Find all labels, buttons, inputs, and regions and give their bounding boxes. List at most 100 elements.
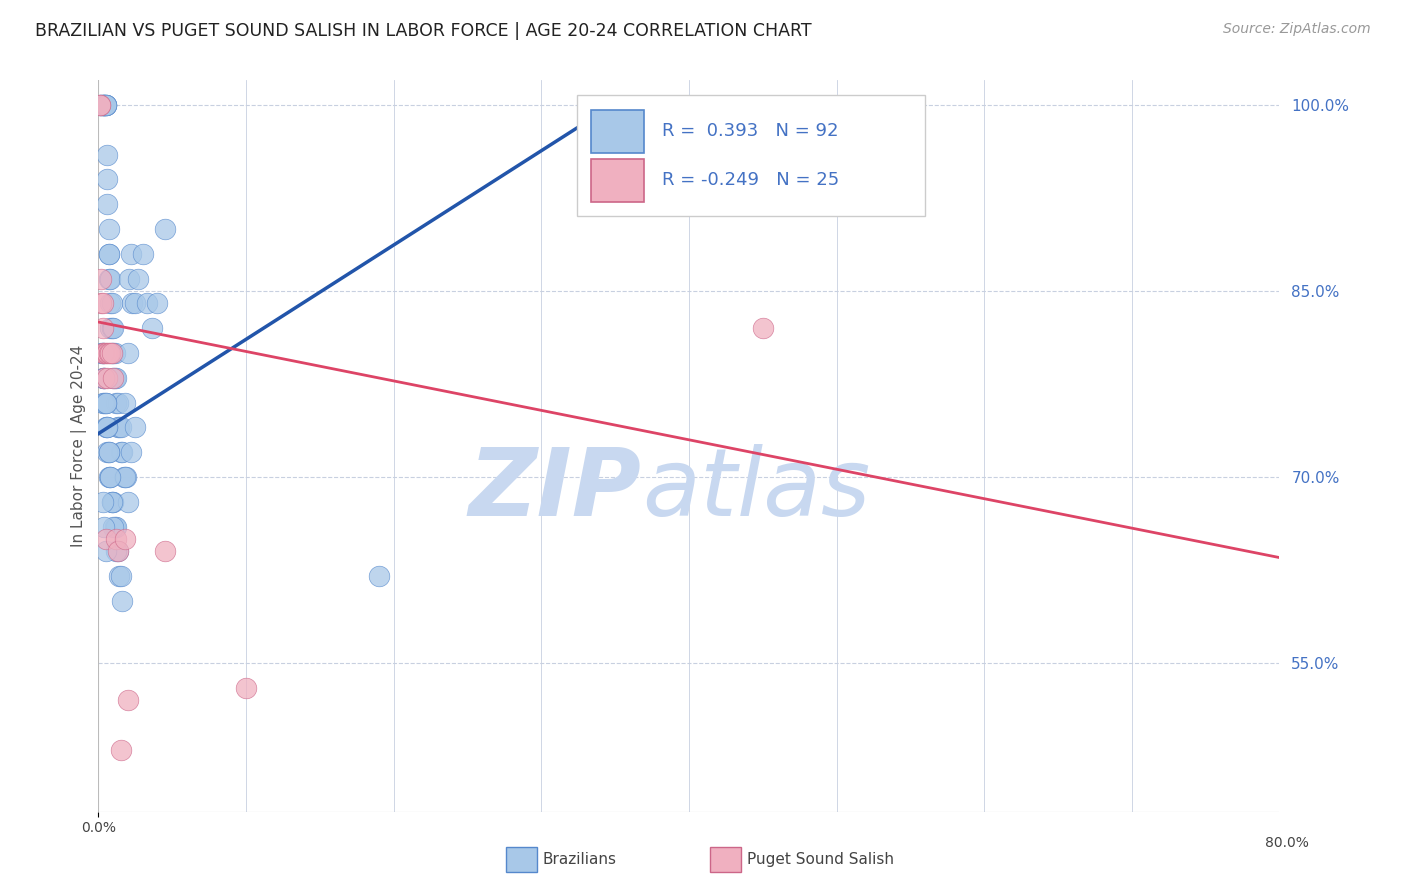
Point bbox=[111, 445, 134, 459]
Point bbox=[124, 296, 146, 310]
Point bbox=[98, 296, 121, 310]
Point bbox=[93, 395, 115, 409]
Point bbox=[153, 544, 176, 558]
Point bbox=[107, 420, 129, 434]
Point bbox=[97, 271, 120, 285]
Point bbox=[118, 271, 141, 285]
Point bbox=[117, 346, 139, 360]
Point bbox=[89, 98, 111, 112]
Point bbox=[100, 321, 122, 335]
Point bbox=[105, 532, 128, 546]
Point bbox=[110, 743, 132, 757]
Text: ZIP: ZIP bbox=[468, 444, 641, 536]
Point bbox=[98, 271, 121, 285]
Point bbox=[136, 296, 159, 310]
Point bbox=[93, 98, 115, 112]
Point bbox=[94, 395, 117, 409]
Point bbox=[96, 147, 118, 161]
Point bbox=[103, 371, 125, 385]
Point bbox=[91, 395, 114, 409]
Point bbox=[121, 296, 143, 310]
Point bbox=[97, 470, 120, 484]
Point bbox=[103, 346, 125, 360]
Point bbox=[110, 420, 132, 434]
Point bbox=[89, 98, 111, 112]
Point bbox=[120, 445, 142, 459]
Point bbox=[97, 222, 120, 236]
Point bbox=[93, 346, 115, 360]
Point bbox=[100, 346, 122, 360]
Point bbox=[90, 296, 112, 310]
Point bbox=[103, 321, 125, 335]
Point bbox=[114, 470, 136, 484]
Y-axis label: In Labor Force | Age 20-24: In Labor Force | Age 20-24 bbox=[72, 345, 87, 547]
FancyBboxPatch shape bbox=[591, 159, 644, 202]
Point bbox=[90, 271, 112, 285]
Text: atlas: atlas bbox=[641, 444, 870, 535]
Point bbox=[91, 346, 114, 360]
Point bbox=[94, 98, 117, 112]
Point bbox=[98, 321, 121, 335]
Point bbox=[94, 420, 117, 434]
Text: Source: ZipAtlas.com: Source: ZipAtlas.com bbox=[1223, 22, 1371, 37]
Point bbox=[105, 395, 128, 409]
Point bbox=[96, 172, 118, 186]
Point bbox=[112, 470, 135, 484]
Point bbox=[94, 544, 117, 558]
Point bbox=[91, 296, 114, 310]
Point bbox=[114, 395, 136, 409]
FancyBboxPatch shape bbox=[576, 95, 925, 216]
Text: BRAZILIAN VS PUGET SOUND SALISH IN LABOR FORCE | AGE 20-24 CORRELATION CHART: BRAZILIAN VS PUGET SOUND SALISH IN LABOR… bbox=[35, 22, 811, 40]
Point bbox=[94, 346, 117, 360]
Point bbox=[100, 346, 122, 360]
Point bbox=[114, 532, 136, 546]
Point bbox=[98, 470, 121, 484]
Point bbox=[108, 569, 131, 583]
Text: Puget Sound Salish: Puget Sound Salish bbox=[747, 853, 894, 867]
Point bbox=[97, 445, 120, 459]
Point bbox=[103, 371, 125, 385]
Point bbox=[90, 346, 112, 360]
Point bbox=[146, 296, 169, 310]
Point bbox=[90, 98, 112, 112]
Point bbox=[117, 693, 139, 707]
Point bbox=[93, 519, 115, 533]
Point bbox=[91, 346, 114, 360]
Point bbox=[115, 470, 138, 484]
Point bbox=[120, 247, 142, 261]
Point bbox=[91, 98, 114, 112]
Point bbox=[100, 296, 122, 310]
FancyBboxPatch shape bbox=[591, 110, 644, 153]
Point bbox=[104, 346, 127, 360]
Point bbox=[127, 271, 149, 285]
Point bbox=[96, 346, 118, 360]
Point bbox=[100, 495, 122, 509]
Point bbox=[107, 544, 129, 558]
Point bbox=[98, 470, 121, 484]
Point bbox=[94, 98, 117, 112]
Point bbox=[94, 532, 117, 546]
Point bbox=[107, 544, 129, 558]
Point bbox=[96, 420, 118, 434]
Point bbox=[752, 321, 775, 335]
Point bbox=[235, 681, 257, 695]
Point bbox=[98, 346, 121, 360]
Point bbox=[93, 98, 115, 112]
Point bbox=[107, 395, 129, 409]
Point bbox=[91, 495, 114, 509]
Point bbox=[117, 495, 139, 509]
Point bbox=[94, 98, 117, 112]
Point bbox=[96, 197, 118, 211]
Point bbox=[96, 445, 118, 459]
Point bbox=[110, 569, 132, 583]
Point bbox=[96, 420, 118, 434]
Point bbox=[132, 247, 155, 261]
Point bbox=[97, 247, 120, 261]
Point bbox=[105, 544, 128, 558]
Point bbox=[91, 371, 114, 385]
Point bbox=[96, 371, 118, 385]
Point bbox=[97, 247, 120, 261]
Point bbox=[93, 371, 115, 385]
Point bbox=[91, 98, 114, 112]
Point bbox=[368, 569, 391, 583]
